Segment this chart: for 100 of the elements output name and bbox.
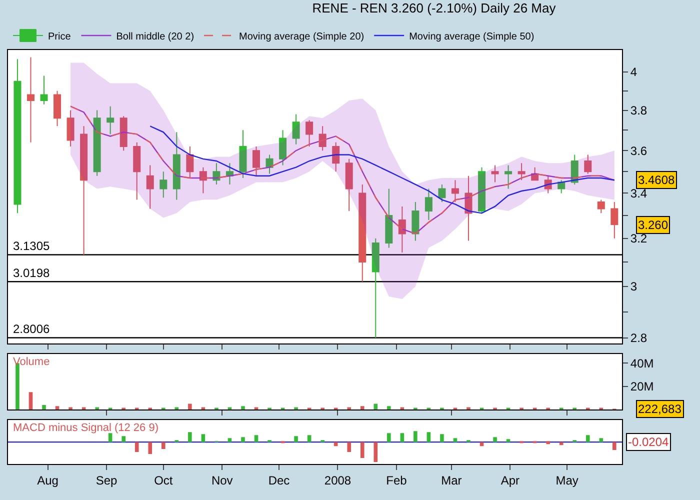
bar bbox=[162, 442, 166, 450]
candlestick bbox=[358, 184, 366, 282]
candlestick bbox=[318, 126, 326, 152]
candlestick bbox=[584, 154, 592, 174]
bar bbox=[414, 431, 418, 442]
y-tick-label: 3.8 bbox=[630, 103, 648, 118]
legend-label: Moving average (Simple 20) bbox=[239, 31, 364, 42]
bar bbox=[400, 433, 404, 442]
candlestick bbox=[14, 58, 22, 214]
candlestick bbox=[478, 166, 486, 214]
bar bbox=[254, 435, 258, 442]
candlestick bbox=[306, 120, 314, 147]
y-tick-label: 20M bbox=[630, 380, 654, 394]
ref-line-label: 2.8006 bbox=[13, 322, 50, 336]
candlestick bbox=[491, 164, 499, 183]
bar bbox=[122, 436, 126, 442]
x-tick-label: Nov bbox=[211, 473, 233, 488]
annotation: 3.4608 bbox=[638, 173, 676, 187]
annotation: 3.260 bbox=[638, 218, 668, 232]
candlestick bbox=[199, 166, 207, 194]
candlestick bbox=[345, 158, 353, 212]
bar bbox=[294, 436, 298, 442]
chart-title: MACD minus Signal (12 26 9) bbox=[13, 422, 159, 434]
y-tick-label: 2.8 bbox=[630, 331, 648, 346]
x-tick-label: Dec bbox=[268, 473, 290, 488]
bar bbox=[95, 407, 99, 410]
bar bbox=[201, 434, 206, 442]
y-tick-label: 4 bbox=[630, 65, 638, 80]
bar bbox=[148, 442, 152, 454]
bar bbox=[440, 434, 444, 442]
bar bbox=[387, 433, 391, 442]
candlestick bbox=[54, 90, 62, 127]
y-tick-label: 40M bbox=[630, 356, 654, 370]
bar bbox=[228, 438, 232, 442]
bar bbox=[493, 437, 497, 442]
candlestick bbox=[610, 202, 618, 239]
bar bbox=[108, 433, 112, 442]
candlestick bbox=[66, 110, 74, 147]
legend-label: Price bbox=[48, 31, 72, 42]
candlestick bbox=[451, 180, 459, 203]
candlestick bbox=[518, 162, 526, 181]
chart-title: Volume bbox=[13, 356, 50, 368]
y-tick-label: 3.4 bbox=[630, 186, 648, 200]
y-tick-label: 3.6 bbox=[630, 144, 648, 158]
x-tick-label: Mar bbox=[441, 473, 462, 488]
bar bbox=[241, 437, 245, 442]
x-tick-label: Feb bbox=[386, 473, 408, 488]
bar bbox=[466, 407, 470, 410]
y-tick-label: 3 bbox=[630, 280, 638, 294]
candlestick bbox=[597, 199, 605, 214]
candlestick bbox=[133, 142, 141, 200]
bar bbox=[374, 442, 378, 462]
bar bbox=[559, 442, 564, 446]
candlestick bbox=[120, 116, 128, 152]
ref-line-label: 3.0198 bbox=[13, 266, 50, 280]
y-tick-label: 3.2 bbox=[630, 232, 648, 246]
bar bbox=[426, 432, 431, 442]
bar bbox=[453, 438, 458, 442]
candlestick bbox=[186, 146, 194, 178]
annotation: 222,683 bbox=[638, 402, 682, 416]
legend-label: Moving average (Simple 50) bbox=[409, 31, 534, 42]
candlestick bbox=[80, 126, 88, 256]
bar bbox=[188, 432, 192, 442]
x-tick-label: 2008 bbox=[324, 473, 352, 488]
bar bbox=[28, 392, 33, 410]
bar bbox=[546, 441, 550, 444]
bar bbox=[612, 442, 616, 450]
x-tick-label: Oct bbox=[154, 473, 174, 488]
bar bbox=[360, 442, 364, 458]
legend-label: Boll middle (20 2) bbox=[116, 31, 194, 42]
bar bbox=[188, 404, 192, 410]
bar bbox=[241, 406, 245, 410]
bar bbox=[294, 407, 298, 410]
x-tick-label: Sep bbox=[96, 473, 118, 488]
bar bbox=[480, 442, 484, 446]
bar bbox=[586, 435, 590, 442]
bar bbox=[347, 442, 352, 452]
candlestick bbox=[146, 164, 154, 210]
candlestick bbox=[252, 146, 260, 176]
candlestick bbox=[26, 56, 34, 143]
candlestick bbox=[40, 75, 48, 105]
line-series bbox=[150, 126, 616, 214]
x-tick-label: May bbox=[556, 473, 578, 488]
ref-line-label: 3.1305 bbox=[13, 239, 50, 253]
candlestick bbox=[332, 142, 340, 172]
bar bbox=[55, 406, 60, 410]
bar bbox=[506, 439, 510, 442]
bar bbox=[599, 438, 604, 442]
chart-title: RENE - REN 3.260 (-2.10%) Daily 26 May bbox=[312, 0, 556, 16]
bar bbox=[387, 406, 391, 410]
x-tick-label: Aug bbox=[37, 473, 58, 488]
text: -0.0204 bbox=[628, 435, 670, 449]
x-tick-label: Apr bbox=[500, 473, 520, 488]
bar bbox=[134, 442, 139, 452]
bar bbox=[68, 407, 72, 410]
bar bbox=[307, 435, 312, 442]
bar bbox=[360, 406, 364, 410]
bar bbox=[42, 404, 46, 410]
bar bbox=[347, 407, 352, 410]
bar bbox=[334, 442, 338, 446]
